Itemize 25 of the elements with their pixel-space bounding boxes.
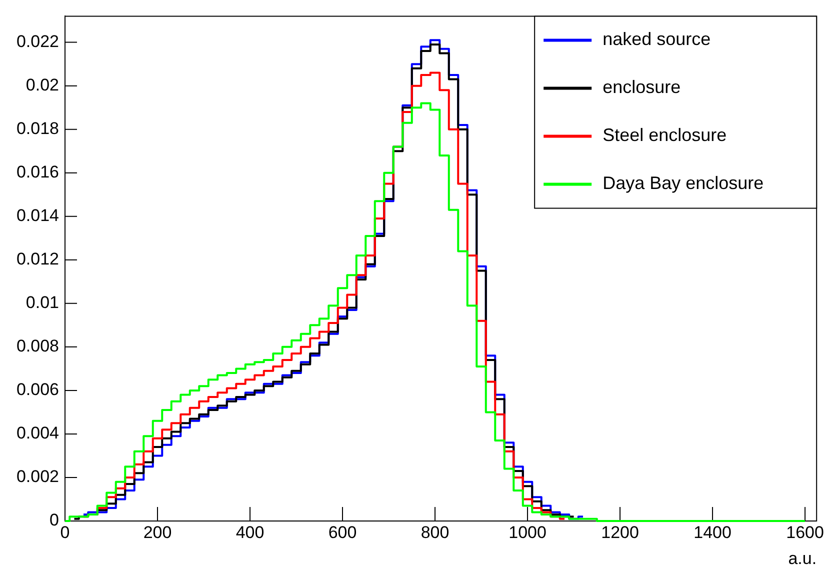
y-tick-label: 0 [50,510,59,530]
x-tick-label: 600 [328,522,357,542]
x-tick-label: 1600 [786,522,824,542]
y-tick-label: 0.018 [16,119,59,138]
y-tick-label: 0.002 [16,467,59,486]
y-tick-label: 0.014 [16,206,59,226]
y-tick-label: 0.012 [16,250,59,269]
y-tick-label: 0.02 [26,76,59,95]
legend-label: Daya Bay enclosure [602,173,764,194]
x-axis-title: a.u. [788,549,817,567]
y-tick-label: 0.016 [16,162,59,182]
y-tick-label: 0.004 [16,424,59,443]
x-tick-label: 1200 [601,522,639,542]
legend-label: Steel enclosure [602,125,727,146]
x-tick-label: 1400 [694,522,732,542]
y-tick-label: 0.01 [26,293,59,312]
y-tick-label: 0.008 [16,336,59,356]
y-tick-label: 0.006 [16,380,59,400]
x-tick-label: 800 [420,522,450,542]
x-tick-label: 400 [236,522,264,542]
x-tick-label: 200 [143,522,172,542]
legend-label: naked source [602,29,711,50]
legend-label: enclosure [602,77,681,98]
y-tick-label: 0.022 [16,32,59,51]
x-tick-label: 1000 [508,522,546,542]
